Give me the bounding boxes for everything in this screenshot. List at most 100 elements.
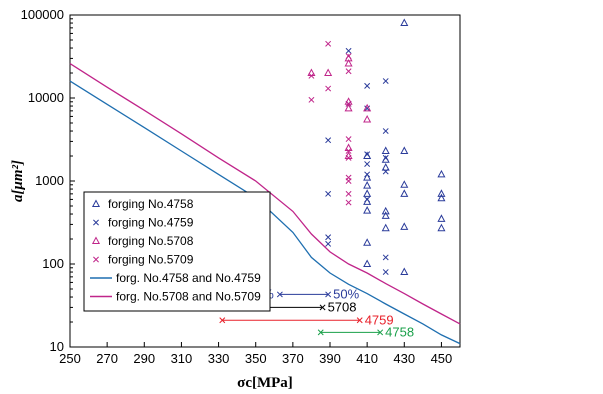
- data-point: [400, 267, 409, 276]
- interval-end-mark: [356, 317, 363, 324]
- data-point: [400, 180, 409, 188]
- data-point: [363, 151, 372, 160]
- data-point: [381, 146, 390, 154]
- data-point: [382, 168, 389, 175]
- interval-label: 5708: [328, 299, 357, 314]
- interval-label: 4759: [365, 312, 394, 327]
- data-point: [345, 100, 352, 107]
- legend-swatch: [91, 236, 101, 244]
- data-point: [363, 259, 372, 267]
- x-tick-label: 310: [171, 351, 193, 366]
- data-point: [345, 154, 352, 161]
- data-point: [345, 148, 352, 154]
- data-point: [363, 181, 372, 189]
- data-point: [364, 151, 371, 158]
- interval-end-mark: [325, 291, 332, 298]
- y-tick-label: 100000: [21, 7, 64, 22]
- legend-swatch: [91, 199, 101, 207]
- data-point: [345, 53, 352, 60]
- data-point: [344, 143, 353, 151]
- legend-box: [83, 191, 271, 312]
- data-point: [382, 269, 389, 275]
- legend-entry: forging No.4759: [108, 216, 194, 230]
- x-tick-label: 250: [59, 351, 81, 366]
- x-tick-label: 450: [431, 351, 453, 366]
- interval-label: 50%: [333, 286, 359, 301]
- data-point: [325, 190, 332, 197]
- legend-entry: forging No.5708: [108, 234, 194, 248]
- data-point: [382, 128, 389, 134]
- data-point: [400, 18, 409, 27]
- x-tick-label: 330: [208, 351, 230, 366]
- data-point: [364, 161, 371, 168]
- legend-entry: forg. No.5708 and No.5709: [116, 290, 261, 304]
- y-tick-label: 1000: [35, 173, 64, 188]
- x-tick-label: 370: [282, 351, 304, 366]
- y-tick-label: 10: [50, 339, 64, 354]
- data-point: [437, 223, 446, 232]
- x-tick-label: 290: [133, 351, 155, 366]
- data-point: [400, 222, 409, 230]
- data-point: [382, 78, 389, 85]
- data-point: [344, 58, 353, 67]
- data-point: [363, 103, 372, 112]
- legend-entry: forging No.4758: [108, 197, 194, 211]
- series-line-4: [69, 80, 461, 345]
- y-tick-label: 10000: [28, 90, 64, 105]
- data-point: [400, 189, 409, 197]
- x-tick-label: 270: [96, 351, 118, 366]
- y-tick-label: 100: [42, 256, 64, 271]
- x-axis-label: σc[MPa]: [237, 375, 293, 391]
- interval-end-mark: [377, 329, 384, 336]
- data-point: [437, 193, 446, 202]
- data-point: [364, 82, 371, 89]
- data-point: [381, 206, 390, 215]
- data-point: [308, 96, 315, 103]
- data-point: [364, 105, 371, 112]
- legend-entry: forg. No.4758 and No.4759: [116, 271, 261, 285]
- data-point: [437, 189, 446, 197]
- data-point: [382, 254, 389, 261]
- interval-end-mark: [276, 291, 283, 298]
- data-point: [363, 189, 372, 197]
- legend: forging No.4758 forging No.4759 forging No…: [83, 191, 271, 312]
- data-point: [345, 178, 352, 184]
- data-point: [307, 68, 316, 77]
- data-point: [325, 234, 332, 241]
- data-point: [364, 171, 371, 178]
- data-point: [364, 196, 371, 203]
- data-point: [437, 214, 446, 222]
- data-point: [382, 154, 389, 161]
- x-tick-label: 430: [393, 351, 415, 366]
- x-tick-label: 390: [319, 351, 341, 366]
- data-point: [345, 190, 352, 197]
- series-layer: [69, 18, 461, 345]
- interval-end-mark: [219, 317, 226, 324]
- data-point: [345, 68, 352, 75]
- data-point: [363, 173, 372, 181]
- data-point: [325, 137, 332, 144]
- data-point: [363, 238, 372, 246]
- legend-swatch: [93, 219, 99, 226]
- axis-ticks: 250 270 290 310 330 350 370 390 410 430 450 10 100 10…: [21, 7, 453, 366]
- legend-swatch: [93, 256, 99, 263]
- data-point: [345, 199, 352, 206]
- series-line-5: [69, 63, 461, 325]
- interval-end-mark: [317, 329, 324, 336]
- data-point: [381, 163, 390, 171]
- x-tick-label: 410: [356, 351, 378, 366]
- data-point: [344, 103, 353, 112]
- interval-end-mark: [319, 304, 326, 311]
- data-point: [325, 85, 332, 92]
- y-axis-label: a[μm²]: [10, 160, 26, 202]
- data-point: [345, 47, 352, 54]
- data-point: [381, 223, 390, 232]
- data-point: [345, 136, 352, 143]
- data-point: [437, 169, 446, 178]
- data-point: [325, 40, 332, 47]
- data-point: [325, 240, 332, 247]
- data-point: [400, 146, 409, 154]
- data-point: [308, 72, 315, 79]
- data-point: [381, 211, 390, 219]
